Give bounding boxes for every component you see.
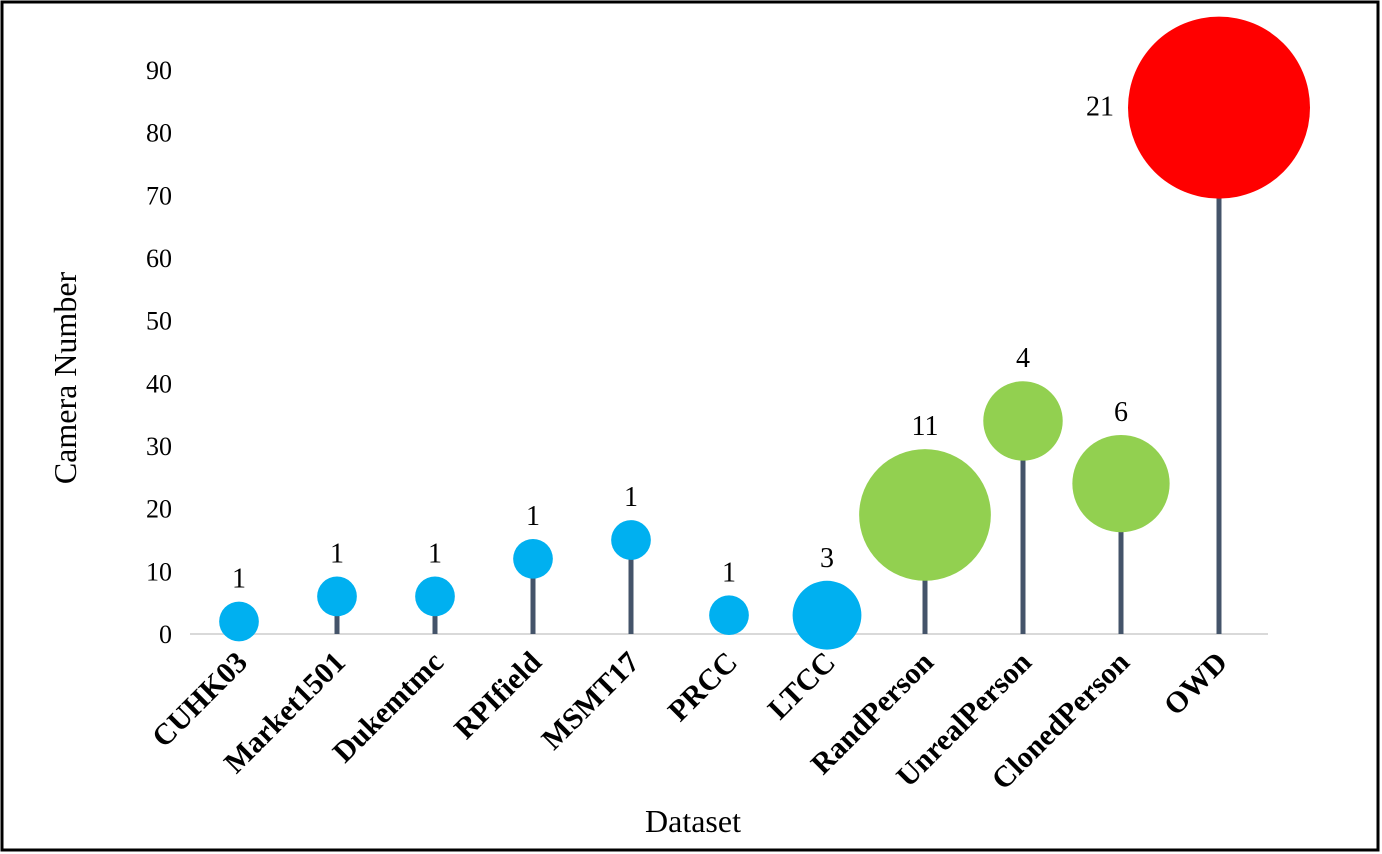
bubbles bbox=[219, 16, 1310, 650]
bubble-msmt17 bbox=[611, 520, 651, 560]
bubble-label-owd: 21 bbox=[1086, 92, 1114, 123]
bubble-label-randperson: 11 bbox=[912, 411, 939, 442]
bubble-rpifield bbox=[513, 538, 553, 579]
bubble-prcc bbox=[709, 595, 749, 636]
y-tick-label: 60 bbox=[146, 244, 172, 273]
y-tick-label: 10 bbox=[146, 557, 172, 586]
bubble-owd bbox=[1128, 16, 1310, 199]
y-axis-title: Camera Number bbox=[47, 271, 83, 484]
bubble-label-cuhk03: 1 bbox=[232, 564, 246, 595]
bubble-label-market1501: 1 bbox=[330, 539, 344, 570]
y-tick-label: 70 bbox=[146, 181, 172, 210]
bubble-clonedperson bbox=[1072, 434, 1170, 533]
y-tick-label: 30 bbox=[146, 432, 172, 461]
bubble-label-rpifield: 1 bbox=[526, 501, 540, 532]
y-axis-ticks: 0 10 20 30 40 50 60 70 80 90 bbox=[146, 56, 172, 649]
bubble-unrealperson bbox=[983, 381, 1063, 461]
y-tick-label: 50 bbox=[146, 307, 172, 336]
bubble-cuhk03 bbox=[219, 601, 259, 642]
bubble-label-dukemtmc: 1 bbox=[428, 539, 442, 570]
bubble-ltcc bbox=[792, 580, 862, 650]
y-tick-label: 80 bbox=[146, 119, 172, 148]
y-tick-label: 20 bbox=[146, 495, 172, 524]
bubble-randperson bbox=[859, 449, 991, 581]
bubble-dukemtmc bbox=[415, 576, 455, 617]
bubble-label-clonedperson: 6 bbox=[1114, 397, 1128, 428]
y-tick-label: 40 bbox=[146, 369, 172, 398]
x-axis-title: Dataset bbox=[645, 803, 741, 839]
bubble-label-ltcc: 3 bbox=[820, 543, 834, 574]
bubble-label-prcc: 1 bbox=[722, 557, 736, 588]
y-tick-label: 90 bbox=[146, 56, 172, 85]
bubble-label-unrealperson: 4 bbox=[1016, 343, 1030, 374]
bubble-market1501 bbox=[317, 576, 357, 617]
y-tick-label: 0 bbox=[159, 620, 172, 649]
bubble-label-msmt17: 1 bbox=[624, 482, 638, 513]
